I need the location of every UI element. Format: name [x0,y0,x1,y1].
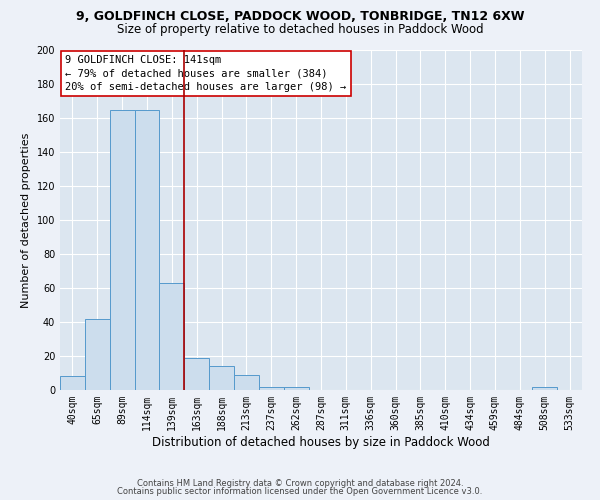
Bar [60,376,85,390]
Text: 9, GOLDFINCH CLOSE, PADDOCK WOOD, TONBRIDGE, TN12 6XW: 9, GOLDFINCH CLOSE, PADDOCK WOOD, TONBRI… [76,10,524,23]
Bar [85,318,110,390]
Bar [184,358,209,390]
Y-axis label: Number of detached properties: Number of detached properties [21,132,31,308]
Bar [234,374,259,390]
Bar [259,386,284,390]
Text: Size of property relative to detached houses in Paddock Wood: Size of property relative to detached ho… [116,22,484,36]
Bar [160,283,184,390]
Bar [284,386,308,390]
Text: Contains HM Land Registry data © Crown copyright and database right 2024.: Contains HM Land Registry data © Crown c… [137,478,463,488]
Bar [110,110,134,390]
X-axis label: Distribution of detached houses by size in Paddock Wood: Distribution of detached houses by size … [152,436,490,448]
Bar [209,366,234,390]
Text: 9 GOLDFINCH CLOSE: 141sqm
← 79% of detached houses are smaller (384)
20% of semi: 9 GOLDFINCH CLOSE: 141sqm ← 79% of detac… [65,55,346,92]
Bar [134,110,160,390]
Bar [532,386,557,390]
Text: Contains public sector information licensed under the Open Government Licence v3: Contains public sector information licen… [118,487,482,496]
